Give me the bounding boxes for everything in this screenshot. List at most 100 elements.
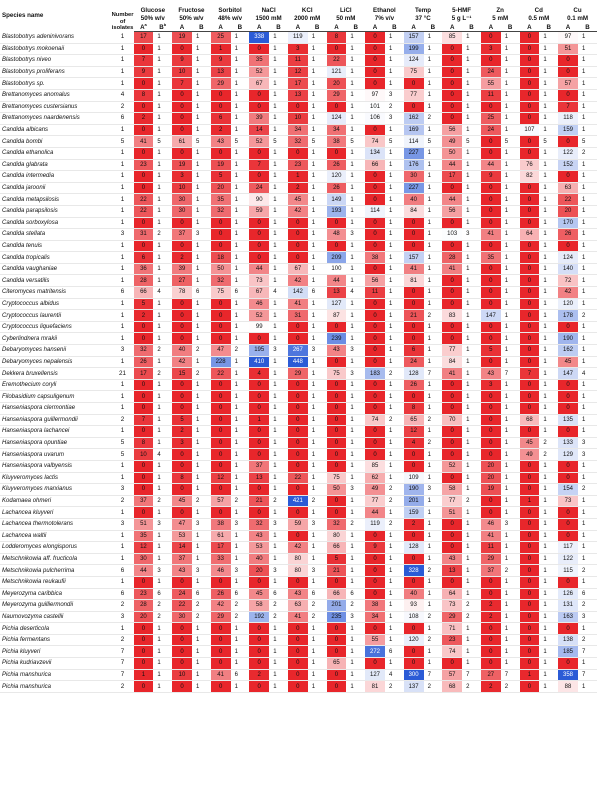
value-b: 1 [388, 127, 393, 134]
cell-gap [281, 321, 288, 333]
value-b: 1 [195, 266, 200, 273]
cell-gap [435, 182, 442, 194]
value-b: 1 [466, 370, 470, 377]
value-a: 2 [210, 124, 231, 136]
cell-gap [474, 379, 481, 391]
value-b: 7 [427, 671, 431, 678]
table-row: Naumovozyma castellii 3 20 2 30 2 29 2 192 2 41 2 23… [0, 611, 597, 623]
value-a: 58 [442, 483, 463, 496]
cell-gap [165, 263, 172, 275]
cell-gap [358, 101, 365, 113]
value-a: 30 [133, 553, 154, 565]
cell-gap [512, 472, 519, 484]
value-b: 1 [581, 103, 586, 110]
value-b: 1 [504, 486, 509, 493]
value-b: 1 [311, 277, 316, 284]
value-a: 22 [326, 54, 347, 67]
value-a: 0 [519, 77, 540, 90]
value-b: 1 [195, 161, 200, 168]
value-b: 1 [157, 358, 161, 365]
value-a: 122 [558, 147, 578, 160]
cell-gap [474, 321, 481, 333]
value-a: 44 [365, 506, 385, 519]
value-a: 25 [210, 31, 231, 44]
cell-gap [358, 449, 365, 461]
cell-gap [281, 530, 288, 542]
value-a: 45 [287, 193, 308, 206]
cell-gap [396, 171, 403, 183]
value-b: 1 [504, 660, 509, 667]
value-b: 1 [504, 150, 509, 157]
value-a: 12 [133, 541, 154, 554]
cell-gap [165, 611, 172, 623]
value-b: 1 [543, 127, 547, 134]
value-a: 42 [287, 205, 308, 217]
value-b: 1 [581, 196, 586, 203]
value-b: 1 [234, 416, 238, 423]
value-b: 1 [234, 451, 238, 458]
condition-name: Cd [534, 7, 543, 14]
value-a: 68 [442, 680, 463, 693]
value-a: 2 [249, 669, 270, 681]
value-b: 1 [427, 358, 431, 365]
cell-gap [165, 600, 172, 612]
value-a: 0 [558, 460, 578, 473]
value-b: 1 [427, 196, 431, 203]
value-a: 82 [519, 170, 540, 183]
cell-gap [358, 391, 365, 403]
value-b: 1 [543, 347, 547, 354]
value-b: 5 [234, 138, 238, 145]
value-a: 448 [287, 356, 308, 368]
cell-gap [242, 449, 249, 461]
cell-gap [512, 217, 519, 229]
value-b: 5 [388, 138, 393, 145]
cell-gap [281, 287, 288, 299]
value-b: 1 [157, 69, 161, 76]
cell-gap [589, 368, 597, 380]
cell-gap [474, 217, 481, 229]
cell-gap [165, 298, 172, 310]
value-b: 1 [311, 254, 316, 261]
value-a: 12 [287, 66, 308, 78]
cell-gap [242, 217, 249, 229]
cell-gap [242, 600, 249, 612]
value-b: 1 [195, 34, 200, 41]
cell-gap [165, 484, 172, 496]
species-name: Candida sorboxylosa [2, 219, 59, 226]
cell-gap [358, 600, 365, 612]
value-b: 1 [466, 266, 470, 273]
cell-gap [242, 263, 249, 275]
value-b: 1 [466, 173, 470, 180]
table-row: Candida versatilis 1 28 1 27 1 32 1 73 1 42 1 44 1 56 1… [0, 274, 597, 287]
value-a: 0 [287, 634, 308, 646]
value-a: 0 [519, 680, 540, 693]
cell-gap [512, 646, 519, 658]
cell-gap [203, 484, 210, 496]
value-b: 1 [504, 509, 509, 516]
value-b: 1 [234, 242, 238, 249]
condition-name: Fructose [178, 7, 205, 14]
cell-gap [242, 414, 249, 426]
value-a: 0 [480, 448, 501, 461]
species-name: Candida intermedia [2, 173, 55, 180]
cell-gap [589, 217, 597, 229]
isolate-count: 1 [120, 265, 125, 273]
cell-gap [242, 368, 249, 380]
value-b: 1 [273, 173, 277, 180]
cell-gap [589, 66, 597, 78]
value-a: 1 [133, 669, 154, 681]
value-a: 0 [172, 309, 192, 322]
value-a: 44 [249, 263, 270, 275]
value-a: 22 [210, 367, 231, 380]
value-a: 338 [249, 31, 270, 44]
value-b: 1 [195, 115, 200, 122]
cell-gap [203, 472, 210, 484]
value-b: 1 [581, 254, 586, 261]
condition-name: Glucose [140, 7, 166, 14]
value-a: 1 [210, 43, 231, 55]
value-a: 0 [210, 402, 231, 415]
cell-gap [512, 414, 519, 426]
cell-gap [474, 287, 481, 299]
value-a: 37 [480, 564, 501, 577]
value-a: 13 [326, 286, 347, 299]
